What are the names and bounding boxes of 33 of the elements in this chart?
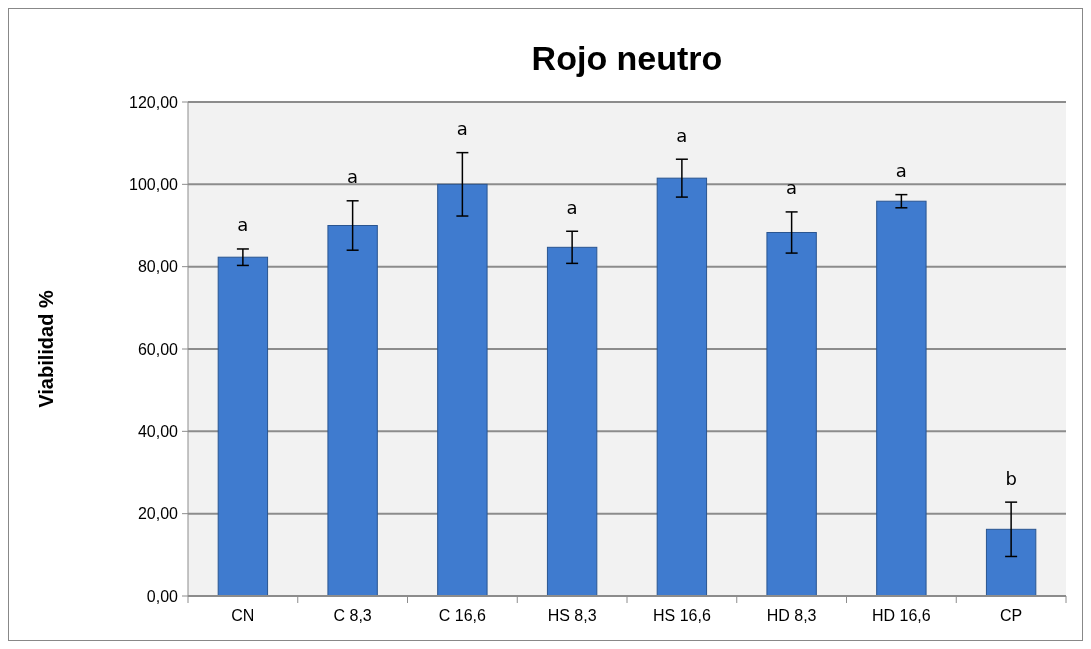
annotation: a bbox=[347, 166, 359, 188]
bar bbox=[546, 246, 598, 597]
y-tick-label: 120,00 bbox=[129, 93, 179, 111]
y-tick-label: 60,00 bbox=[137, 340, 179, 358]
y-axis-title: Viabilidad % bbox=[35, 290, 57, 408]
annotation: a bbox=[237, 214, 249, 236]
x-tick-label: CP bbox=[1000, 607, 1023, 624]
y-tick-label: 100,00 bbox=[129, 175, 179, 193]
annotation: b bbox=[1005, 467, 1017, 489]
y-tick-label: 20,00 bbox=[137, 505, 179, 523]
chart-title: Rojo neutro bbox=[531, 39, 723, 77]
y-tick-label: 0,00 bbox=[146, 587, 179, 605]
annotation: a bbox=[786, 177, 798, 199]
y-tick-label: 80,00 bbox=[137, 258, 179, 276]
annotation: a bbox=[895, 160, 907, 182]
x-tick-label: HD 8,3 bbox=[766, 607, 817, 624]
bar bbox=[876, 200, 927, 597]
bar bbox=[985, 528, 1037, 597]
x-tick-label: C 8,3 bbox=[333, 607, 372, 624]
annotation: a bbox=[676, 124, 688, 146]
annotation: a bbox=[456, 118, 468, 140]
annotation: a bbox=[566, 196, 578, 218]
bar bbox=[766, 232, 817, 597]
bar bbox=[217, 256, 269, 597]
x-tick-label: C 16,6 bbox=[438, 607, 487, 624]
bar bbox=[437, 183, 488, 597]
x-tick-label: HS 16,6 bbox=[652, 607, 711, 624]
y-tick-label: 40,00 bbox=[137, 422, 179, 440]
x-tick-label: CN bbox=[231, 607, 255, 624]
x-tick-label: HD 16,6 bbox=[872, 607, 931, 624]
x-tick-label: HS 8,3 bbox=[547, 607, 597, 624]
bar bbox=[656, 177, 708, 597]
bar bbox=[327, 225, 378, 597]
